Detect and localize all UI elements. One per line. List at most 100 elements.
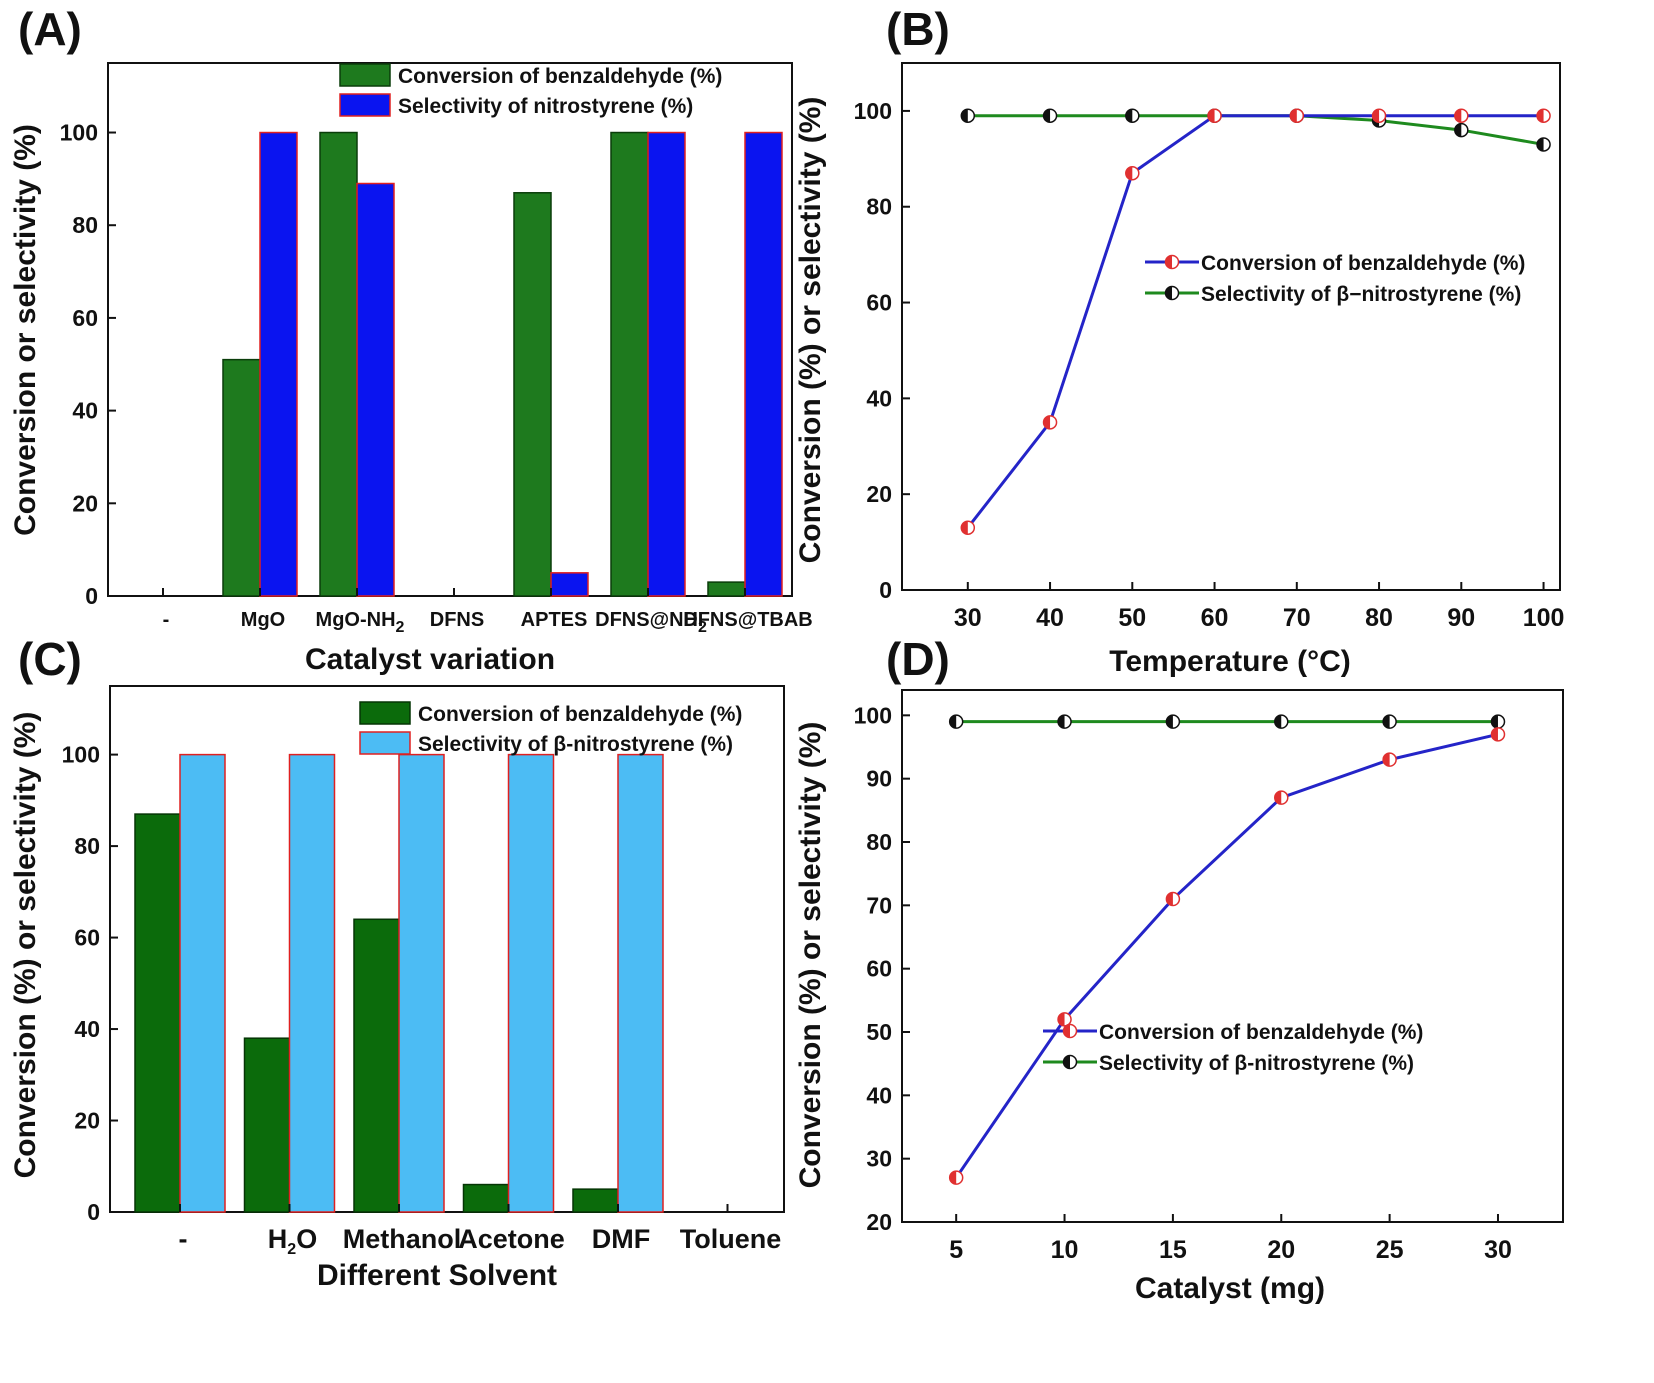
- data-point: [1454, 122, 1469, 138]
- legend-label: Selectivity of β−nitrostyrene (%): [1201, 283, 1521, 306]
- data-point: [960, 520, 976, 535]
- legend-label: Selectivity of β-nitrostyrene (%): [418, 733, 733, 756]
- bar-selectivity: [507, 753, 555, 1213]
- y-tick-label: 40: [72, 398, 98, 424]
- y-tick-label: 20: [74, 1108, 100, 1134]
- panel-a: (A) 0 20 40 60 80 100 Conversion or selectivity…: [9, 3, 813, 676]
- y-tick-label: 70: [866, 892, 892, 918]
- data-point: [960, 108, 976, 123]
- bar-conversion: [222, 358, 261, 597]
- panel-label: (B): [886, 3, 950, 55]
- data-point: [1274, 714, 1289, 729]
- legend-label: Conversion of benzaldehyde (%): [418, 703, 742, 726]
- legend-entry: Selectivity of β-nitrostyrene (%): [359, 731, 733, 756]
- panel-c: (C) 0 20 40 60 80 100 Conversion (%) or selecti…: [9, 633, 785, 1292]
- data-point: [1042, 415, 1058, 430]
- x-tick-label: 60: [1201, 604, 1229, 632]
- y-tick-label: 100: [62, 742, 100, 768]
- plot-frame: [901, 689, 1564, 1223]
- data-point: [1165, 714, 1181, 729]
- legend-swatch: [339, 93, 391, 117]
- data-point: [1490, 727, 1506, 742]
- panel-label: (A): [18, 3, 82, 55]
- y-tick-label: 50: [866, 1019, 892, 1045]
- data-point: [1382, 714, 1397, 729]
- legend-swatch: [339, 63, 391, 87]
- legend-entry: Conversion of benzaldehyde (%): [339, 63, 722, 88]
- y-tick-label: 100: [854, 702, 892, 728]
- plot-frame: [107, 62, 793, 597]
- bar-selectivity: [259, 131, 298, 597]
- data-point: [1207, 108, 1222, 123]
- legend-swatch: [359, 731, 411, 755]
- x-axis-label: Catalyst (mg): [1135, 1272, 1325, 1305]
- plot-frame: [109, 685, 785, 1213]
- x-tick-label: Acetone: [458, 1224, 565, 1254]
- bar-selectivity: [647, 131, 686, 597]
- x-tick-label: 20: [1267, 1236, 1295, 1264]
- legend-entry: Selectivity of β−nitrostyrene (%): [1145, 283, 1521, 306]
- legend-entry: Conversion of benzaldehyde (%): [1043, 1021, 1423, 1044]
- y-axis-label: Conversion or selectivity (%): [9, 124, 42, 536]
- y-tick-label: 20: [866, 1209, 892, 1235]
- x-tick-label: 90: [1447, 604, 1475, 632]
- data-point: [1289, 108, 1305, 123]
- x-tick-label: 30: [954, 604, 982, 632]
- bar-conversion: [319, 131, 358, 597]
- legend-label: Conversion of benzaldehyde (%): [398, 65, 722, 88]
- bar-conversion: [134, 813, 181, 1213]
- data-point: [1057, 1012, 1072, 1027]
- data-point: [1057, 714, 1072, 729]
- legend-label: Conversion of benzaldehyde (%): [1099, 1021, 1423, 1044]
- bar-selectivity: [550, 572, 589, 597]
- y-tick-label: 100: [854, 98, 892, 124]
- x-tick-label: 100: [1523, 604, 1565, 632]
- y-tick-label: 80: [866, 194, 892, 220]
- x-axis-label: Temperature (°C): [1109, 645, 1350, 678]
- legend-entry: Selectivity of nitrostyrene (%): [339, 93, 693, 118]
- x-tick-label: DFNS: [430, 609, 484, 631]
- plot-frame: [901, 62, 1561, 591]
- legend-label: Conversion of benzaldehyde (%): [1201, 252, 1525, 275]
- y-tick-label: 90: [866, 766, 892, 792]
- data-point: [1382, 752, 1397, 767]
- data-point: [1371, 108, 1387, 123]
- y-tick-label: 60: [866, 290, 892, 316]
- legend-swatch: [359, 701, 411, 725]
- data-point: [948, 1170, 964, 1185]
- x-tick-label: MgO-NH2​: [316, 609, 405, 636]
- x-tick-label: 10: [1051, 1236, 1079, 1264]
- x-tick-label: Toluene: [680, 1224, 782, 1254]
- series-line: [954, 732, 1499, 1179]
- bar-conversion: [513, 192, 552, 597]
- x-tick-label: MgO: [241, 609, 285, 631]
- panel-b: (B) 0 20 40 60 80 100 Conversion (%) or selecti…: [794, 3, 1564, 678]
- y-axis-label: Conversion (%) or selectivity (%): [9, 712, 42, 1179]
- data-point: [1125, 165, 1140, 181]
- bar-conversion: [462, 1183, 510, 1213]
- panel-d: (D) 20 30 40 50 60 70 80 90 100 Conversion (%) or …: [794, 633, 1564, 1305]
- y-tick-label: 60: [72, 305, 98, 331]
- data-point: [1454, 108, 1469, 123]
- bar-conversion: [243, 1037, 291, 1213]
- x-tick-label: H2​O: [268, 1224, 317, 1258]
- data-point: [1125, 108, 1140, 123]
- y-tick-label: 60: [866, 956, 892, 982]
- data-point: [948, 714, 964, 729]
- y-tick-label: 20: [72, 490, 98, 516]
- bar-conversion: [707, 581, 746, 597]
- legend-label: Selectivity of β-nitrostyrene (%): [1099, 1052, 1414, 1075]
- y-axis-label: Conversion (%) or selectivity (%): [794, 722, 827, 1189]
- bar-conversion: [610, 131, 649, 597]
- legend-entry: Conversion of benzaldehyde (%): [1145, 252, 1525, 275]
- x-tick-label: APTES: [521, 609, 588, 631]
- y-tick-label: 0: [879, 577, 892, 603]
- data-point: [1042, 108, 1058, 123]
- bar-selectivity: [744, 131, 783, 597]
- x-tick-label: DMF: [592, 1224, 650, 1254]
- legend-entry: Selectivity of β-nitrostyrene (%): [1043, 1052, 1414, 1075]
- panel-label: (C): [18, 633, 82, 685]
- y-tick-label: 80: [866, 829, 892, 855]
- x-axis-label: Catalyst variation: [305, 643, 555, 676]
